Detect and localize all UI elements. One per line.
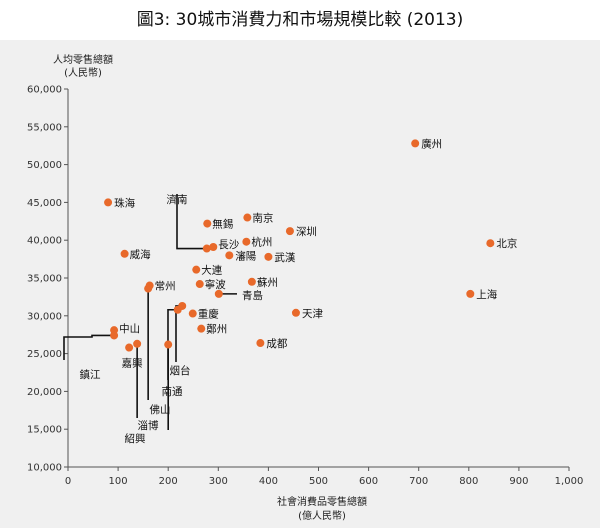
- x-tick-label: 300: [209, 476, 228, 487]
- point-label: 佛山: [150, 403, 171, 416]
- title-bar: 圖3: 30城市消費力和市場規模比較 (2013): [0, 0, 600, 40]
- y-tick-label: 45,000: [27, 198, 62, 209]
- x-axis-label: 社會消費品零售總額: [277, 495, 367, 508]
- data-point: [110, 331, 119, 340]
- y-axis-label: 人均零售總額: [53, 53, 113, 66]
- point-label: 瀋陽: [235, 249, 256, 262]
- axes: 0 100 200 300 400 500 600 700 800 900 1,000 10,000 1…: [27, 53, 583, 522]
- point-label: 寧波: [205, 278, 226, 291]
- x-tick-label: 900: [509, 476, 528, 487]
- x-axis-unit: (億人民幣): [298, 509, 346, 522]
- data-point: [256, 339, 265, 348]
- point-label: 常州: [155, 280, 176, 293]
- data-point: [225, 251, 234, 260]
- y-tick-label: 40,000: [27, 236, 62, 247]
- x-tick-label: 400: [259, 476, 278, 487]
- y-tick-label: 35,000: [27, 274, 62, 285]
- x-tick-label: 1,000: [555, 476, 584, 487]
- data-point: [188, 309, 197, 318]
- point-label: 北京: [496, 237, 517, 250]
- point-label: 鎮江: [80, 368, 101, 381]
- y-tick-label: 20,000: [27, 387, 62, 398]
- point-label: 珠海: [114, 196, 135, 209]
- y-tick-label: 30,000: [27, 311, 62, 322]
- y-axis-unit: (人民幣): [64, 67, 102, 79]
- point-label: 上海: [476, 288, 497, 301]
- point-label: 蘇州: [257, 276, 278, 289]
- data-point: [144, 284, 153, 293]
- point-label: 杭州: [251, 236, 272, 249]
- data-point: [285, 227, 294, 236]
- data-point: [214, 289, 223, 298]
- y-tick-label: 55,000: [27, 122, 62, 133]
- data-point: [247, 277, 256, 286]
- point-label: 無錫: [212, 218, 233, 231]
- leader-line: [175, 305, 183, 362]
- y-tick-label: 25,000: [27, 349, 62, 360]
- leader-line: [63, 334, 115, 360]
- x-tick-label: 200: [159, 476, 178, 487]
- point-label: 廣州: [421, 137, 442, 150]
- point-label: 深圳: [296, 226, 317, 238]
- data-point: [195, 280, 204, 289]
- y-tick-label: 60,000: [27, 85, 62, 96]
- x-tick-label: 0: [65, 476, 71, 487]
- data-point: [466, 289, 475, 298]
- x-tick-label: 100: [109, 476, 128, 487]
- data-point: [178, 301, 187, 310]
- data-point: [243, 213, 252, 222]
- point-label: 天津: [302, 308, 323, 320]
- point-label: 重慶: [198, 308, 219, 321]
- data-point: [411, 139, 420, 148]
- y-tick-label: 10,000: [27, 463, 62, 474]
- point-label: 武漢: [274, 251, 295, 264]
- data-point: [125, 343, 134, 352]
- chart-title: 圖3: 30城市消費力和市場規模比較 (2013): [136, 10, 464, 30]
- data-point: [209, 243, 218, 252]
- point-label: 南通: [162, 385, 183, 398]
- point-label: 濟南: [167, 193, 188, 206]
- point-label: 長沙: [218, 239, 239, 251]
- y-tick-label: 50,000: [27, 160, 62, 171]
- point-label: 成都: [266, 338, 287, 350]
- data-point: [242, 237, 251, 246]
- data-point: [164, 340, 173, 349]
- point-label: 烟台: [170, 364, 191, 377]
- y-tick-label: 15,000: [27, 425, 62, 436]
- point-label: 大連: [201, 264, 222, 277]
- data-point: [133, 339, 142, 348]
- x-tick-label: 800: [459, 476, 478, 487]
- point-label: 淄博: [138, 419, 159, 432]
- x-tick-label: 600: [359, 476, 378, 487]
- plot-background: [0, 40, 600, 528]
- point-label: 嘉興: [122, 357, 143, 370]
- point-label: 南京: [252, 212, 273, 225]
- point-label: 中山: [119, 322, 140, 335]
- data-point: [120, 249, 129, 258]
- x-tick-label: 700: [409, 476, 428, 487]
- point-label: 威海: [130, 248, 151, 261]
- data-points: [104, 139, 495, 352]
- data-point: [203, 219, 212, 228]
- x-tick-label: 500: [309, 476, 328, 487]
- point-label: 青島: [242, 289, 263, 302]
- data-point: [291, 308, 300, 317]
- point-label: 鄭州: [206, 323, 227, 336]
- data-point: [192, 265, 201, 274]
- data-point: [486, 239, 495, 248]
- data-point: [202, 244, 211, 253]
- point-label: 紹興: [125, 432, 146, 445]
- data-point: [197, 324, 206, 333]
- data-point: [104, 198, 113, 207]
- leader-line: [176, 194, 207, 250]
- data-point: [264, 252, 273, 261]
